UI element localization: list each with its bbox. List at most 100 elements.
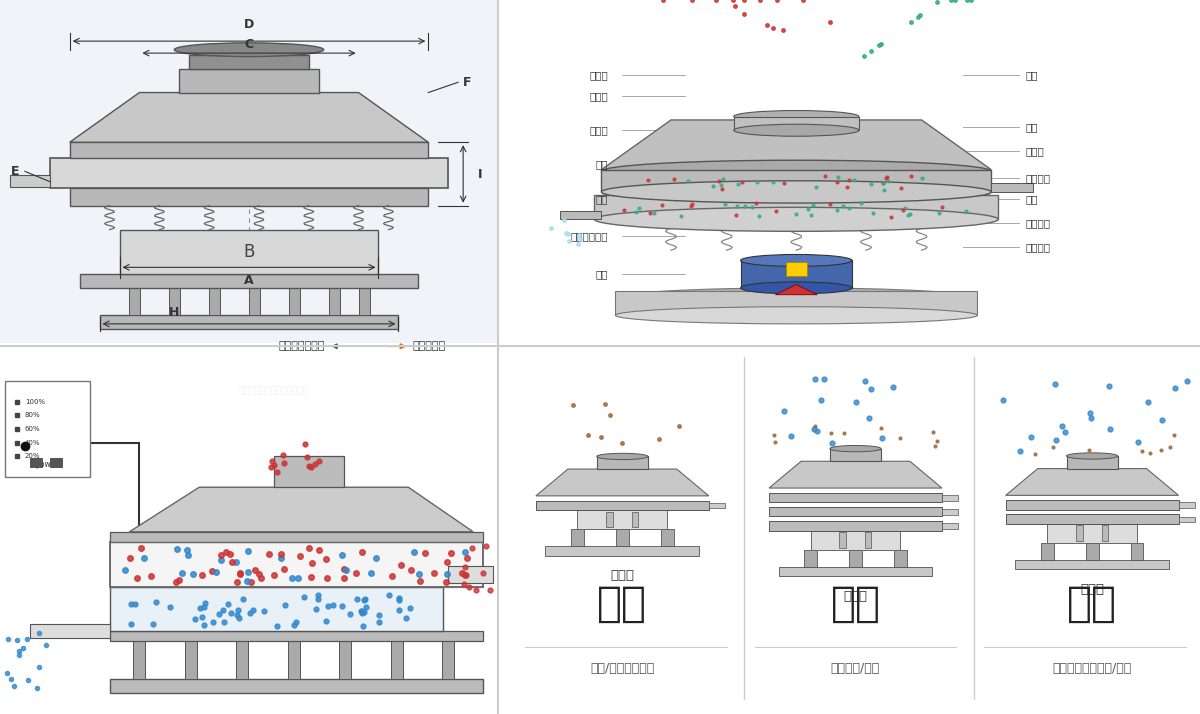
Bar bbox=[769, 493, 942, 502]
Bar bbox=[443, 641, 454, 679]
Bar bbox=[190, 55, 308, 69]
Text: 单层式: 单层式 bbox=[611, 570, 635, 583]
Ellipse shape bbox=[616, 288, 977, 308]
Bar bbox=[850, 550, 862, 567]
Bar bbox=[100, 316, 398, 329]
Text: 100%: 100% bbox=[25, 398, 46, 405]
Bar bbox=[109, 679, 484, 693]
Bar bbox=[632, 512, 638, 528]
Bar bbox=[596, 456, 648, 469]
Bar bbox=[1086, 543, 1098, 560]
Bar bbox=[865, 532, 871, 548]
Bar bbox=[601, 170, 991, 192]
Polygon shape bbox=[130, 487, 473, 532]
Bar bbox=[50, 158, 449, 188]
Bar bbox=[1076, 526, 1082, 541]
Polygon shape bbox=[769, 461, 942, 488]
Bar bbox=[340, 641, 352, 679]
Bar bbox=[70, 188, 428, 206]
Bar bbox=[769, 507, 942, 516]
Bar bbox=[30, 458, 42, 467]
Text: 去除液体中的颏粒/异物: 去除液体中的颏粒/异物 bbox=[1052, 663, 1132, 675]
Text: 除杂: 除杂 bbox=[1067, 583, 1117, 625]
Text: H: H bbox=[169, 306, 180, 318]
Text: I: I bbox=[478, 169, 482, 181]
Bar bbox=[840, 532, 846, 548]
Bar bbox=[120, 230, 378, 274]
Bar bbox=[546, 546, 700, 555]
Text: 进料口: 进料口 bbox=[589, 71, 608, 81]
Text: 弹簧: 弹簧 bbox=[596, 193, 608, 203]
Text: 束环: 束环 bbox=[596, 159, 608, 169]
Ellipse shape bbox=[733, 124, 859, 136]
Bar bbox=[942, 523, 958, 529]
Bar bbox=[70, 142, 428, 158]
Ellipse shape bbox=[1067, 453, 1117, 459]
Ellipse shape bbox=[601, 160, 991, 183]
Bar bbox=[50, 458, 62, 467]
Ellipse shape bbox=[616, 307, 977, 324]
Text: 下部重锤: 下部重锤 bbox=[1026, 242, 1051, 252]
Polygon shape bbox=[601, 120, 991, 170]
Bar bbox=[10, 175, 50, 187]
Text: 分级: 分级 bbox=[598, 583, 647, 625]
Text: 机座: 机座 bbox=[596, 269, 608, 279]
Bar bbox=[1067, 456, 1117, 468]
Text: 运输固定螺栓: 运输固定螺栓 bbox=[571, 231, 608, 241]
Polygon shape bbox=[70, 93, 428, 142]
Bar bbox=[709, 503, 725, 508]
Bar bbox=[329, 288, 340, 316]
Text: 筛网: 筛网 bbox=[1026, 71, 1038, 81]
Bar bbox=[130, 288, 140, 316]
Bar bbox=[236, 641, 248, 679]
Bar bbox=[289, 288, 300, 316]
Bar bbox=[109, 532, 484, 542]
Text: 去除异物/结块: 去除异物/结块 bbox=[830, 663, 880, 675]
Text: F: F bbox=[463, 76, 472, 89]
Bar bbox=[571, 529, 584, 546]
Text: C: C bbox=[245, 39, 253, 51]
Bar bbox=[559, 211, 601, 219]
Bar bbox=[577, 510, 667, 529]
Text: E: E bbox=[11, 165, 19, 178]
Text: 60%: 60% bbox=[25, 426, 41, 432]
Text: 上部重锤: 上部重锤 bbox=[1026, 174, 1051, 183]
Bar bbox=[109, 631, 484, 641]
Text: 原料药超声波旋振筛工作原理: 原料药超声波旋振筛工作原理 bbox=[239, 387, 308, 396]
Polygon shape bbox=[1006, 468, 1178, 496]
Text: 过滤: 过滤 bbox=[830, 583, 881, 625]
Bar bbox=[274, 456, 343, 487]
Text: power: power bbox=[36, 460, 59, 468]
Ellipse shape bbox=[596, 453, 648, 460]
Polygon shape bbox=[775, 284, 817, 295]
Bar bbox=[830, 448, 881, 461]
Ellipse shape bbox=[594, 207, 998, 231]
Text: B: B bbox=[244, 243, 254, 261]
Text: 颏粒/粉末准确分级: 颏粒/粉末准确分级 bbox=[590, 663, 654, 675]
Bar bbox=[1006, 500, 1178, 510]
Bar bbox=[1130, 543, 1144, 560]
Bar bbox=[5, 381, 90, 477]
Text: 网架: 网架 bbox=[1026, 122, 1038, 132]
Bar bbox=[109, 542, 484, 587]
Text: 筛盘: 筛盘 bbox=[1026, 193, 1038, 203]
Bar bbox=[616, 529, 629, 546]
Bar bbox=[1006, 514, 1178, 524]
Ellipse shape bbox=[830, 446, 881, 452]
Bar bbox=[391, 641, 403, 679]
Text: D: D bbox=[244, 18, 254, 31]
Bar bbox=[536, 501, 709, 510]
Text: 加重块: 加重块 bbox=[1026, 146, 1045, 156]
Text: 双层式: 双层式 bbox=[1080, 583, 1104, 596]
Bar bbox=[133, 641, 145, 679]
Bar bbox=[740, 261, 852, 288]
Text: 振动电机: 振动电机 bbox=[1026, 218, 1051, 228]
Bar bbox=[1102, 526, 1108, 541]
Bar bbox=[185, 641, 197, 679]
Bar bbox=[894, 550, 907, 567]
Text: 外形尺寸示意图: 外形尺寸示意图 bbox=[278, 341, 325, 351]
Bar bbox=[79, 274, 419, 288]
Bar bbox=[359, 288, 370, 316]
Ellipse shape bbox=[601, 181, 991, 203]
Text: 80%: 80% bbox=[25, 412, 41, 418]
